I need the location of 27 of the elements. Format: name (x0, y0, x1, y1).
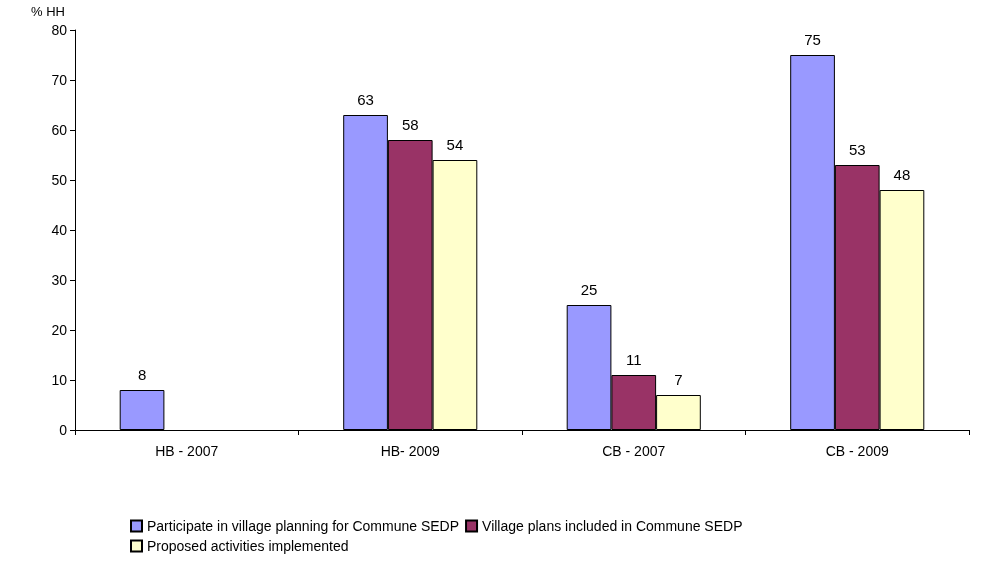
y-tick-label: 20 (51, 322, 68, 338)
y-tick-label: 60 (51, 122, 68, 138)
legend-label: Proposed activities implemented (147, 538, 349, 554)
data-label: 8 (137, 366, 147, 383)
y-tick-label: 10 (51, 372, 68, 388)
y-axis-title: % HH (31, 4, 65, 19)
data-label: 11 (625, 351, 642, 368)
legend-label: Participate in village planning for Commune SEDP (147, 518, 460, 534)
y-tick-label: 30 (51, 272, 68, 288)
data-label: 48 (893, 166, 911, 183)
x-tick-label: HB - 2007 (155, 443, 219, 459)
data-label: 7 (674, 371, 683, 388)
y-tick-label: 70 (51, 72, 68, 88)
data-label: 54 (446, 136, 464, 153)
y-tick-label: 80 (51, 22, 68, 38)
data-label: 25 (580, 281, 598, 298)
x-tick-label: CB - 2007 (602, 443, 666, 459)
x-tick-label: CB - 2009 (825, 443, 889, 459)
y-tick-label: 0 (59, 422, 68, 438)
data-label: 58 (401, 116, 419, 133)
data-label: 75 (804, 31, 821, 48)
data-label: 53 (848, 141, 866, 158)
x-tick-label: HB- 2009 (380, 443, 441, 459)
data-label: 63 (357, 91, 374, 108)
y-tick-label: 40 (51, 222, 68, 238)
legend-label: Village plans included in Commune SEDP (482, 518, 743, 534)
y-tick-label: 50 (51, 172, 68, 188)
